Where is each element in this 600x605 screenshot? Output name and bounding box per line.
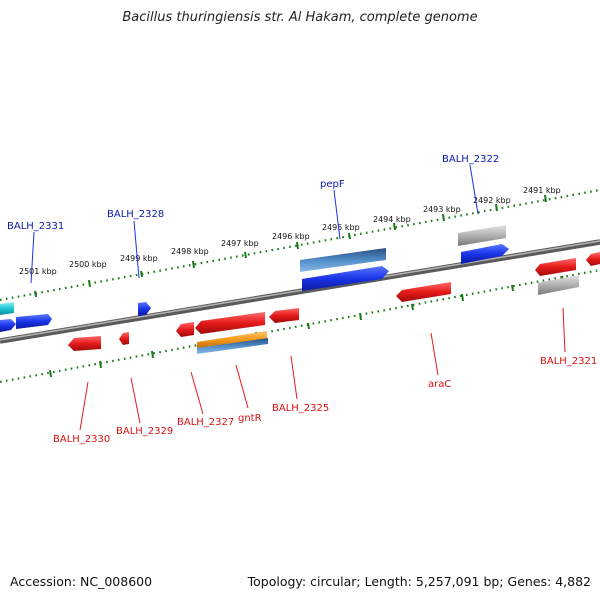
scale-label: 2495 kbp: [322, 223, 360, 232]
gene-arrow: [138, 302, 151, 316]
label-leader-line: [79, 381, 89, 431]
scale-tick: [88, 279, 91, 288]
scale-label: 2498 kbp: [171, 247, 209, 256]
scale-tick: [359, 312, 362, 321]
scale-tick: [151, 350, 154, 359]
gene-block-gntr-cds: [197, 338, 268, 354]
label-leader-line: [133, 220, 140, 279]
gene-label: BALH_2331: [7, 221, 64, 232]
scale-label: 2492 kbp: [473, 196, 511, 205]
label-leader-line: [469, 164, 479, 215]
gene-arrow: [461, 244, 509, 264]
gene-label: BALH_2329: [116, 426, 173, 437]
scale-tick: [495, 203, 498, 212]
gene-arrow: [195, 312, 265, 334]
scale-tick: [99, 360, 102, 369]
label-leader-line: [430, 332, 439, 376]
label-leader-line: [562, 307, 566, 353]
gene-arrow: [269, 308, 299, 323]
genome-title: Bacillus thuringiensis str. Al Hakam, co…: [122, 10, 478, 25]
scale-label: 2499 kbp: [120, 254, 158, 263]
gene-arrow: [16, 314, 52, 329]
gene-block-pseudo: [538, 275, 579, 295]
scale-tick: [296, 241, 299, 250]
scale-label: 2501 kbp: [19, 267, 57, 276]
label-leader-line: [333, 189, 341, 240]
genome-backbone: [0, 239, 600, 344]
gene-block-pseudo: [458, 225, 506, 246]
scale-label: 2497 kbp: [221, 239, 259, 248]
gene-arrow: [586, 252, 600, 266]
scale-tick: [307, 322, 310, 330]
gene-arrow-pepf: [302, 266, 389, 291]
scale-tick: [511, 284, 514, 292]
accession-text: Accession: NC_008600: [10, 574, 153, 589]
gene-block-pepf: [300, 248, 386, 272]
gene-block: [0, 302, 14, 315]
gene-label: BALH_2327: [177, 417, 234, 428]
scale-tick: [544, 194, 547, 203]
scale-label: 2493 kbp: [423, 205, 461, 214]
reverse-genes: [68, 252, 600, 354]
forward-genes: [0, 225, 509, 332]
gene-label: pepF: [320, 179, 345, 190]
scale-tick: [461, 293, 464, 302]
scale-tick: [411, 303, 414, 311]
scale-tick: [49, 369, 52, 378]
gene-arrow-arac: [396, 282, 451, 302]
gene-arrow: [535, 258, 576, 276]
genome-backbone-highlight: [0, 240, 600, 341]
scale-tick: [244, 251, 247, 259]
scale-tick: [442, 213, 445, 222]
gene-label: BALH_2321: [540, 356, 597, 367]
label-leader-line: [130, 377, 141, 424]
genome-summary-text: Topology: circular; Length: 5,257,091 bp…: [247, 574, 591, 589]
gene-label: BALH_2325: [272, 403, 329, 414]
scale-label: 2496 kbp: [272, 232, 310, 241]
label-leader-line: [235, 364, 249, 409]
gene-arrow: [119, 332, 129, 345]
scale-tick: [192, 260, 195, 269]
gene-block-gntr: [197, 331, 267, 348]
label-leader-line: [290, 355, 298, 400]
gene-label: araC: [428, 379, 451, 390]
gene-label: gntR: [238, 413, 262, 424]
scale-tick: [348, 232, 351, 240]
gene-arrow: [176, 322, 194, 337]
gene-label: BALH_2322: [442, 154, 499, 165]
scale-ticks: [34, 194, 564, 378]
scale-label: 2494 kbp: [373, 215, 411, 224]
scale-tick: [140, 270, 143, 278]
scale-tick: [34, 290, 37, 298]
label-leader-line: [190, 371, 204, 415]
scale-label: 2491 kbp: [523, 186, 561, 195]
gene-arrow: [0, 319, 16, 332]
gene-arrow: [68, 336, 101, 351]
label-leader-line: [30, 231, 35, 284]
gene-label: BALH_2330: [53, 434, 110, 445]
scale-tick: [393, 222, 396, 231]
scale-label: 2500 kbp: [69, 260, 107, 269]
gene-label: BALH_2328: [107, 209, 164, 220]
